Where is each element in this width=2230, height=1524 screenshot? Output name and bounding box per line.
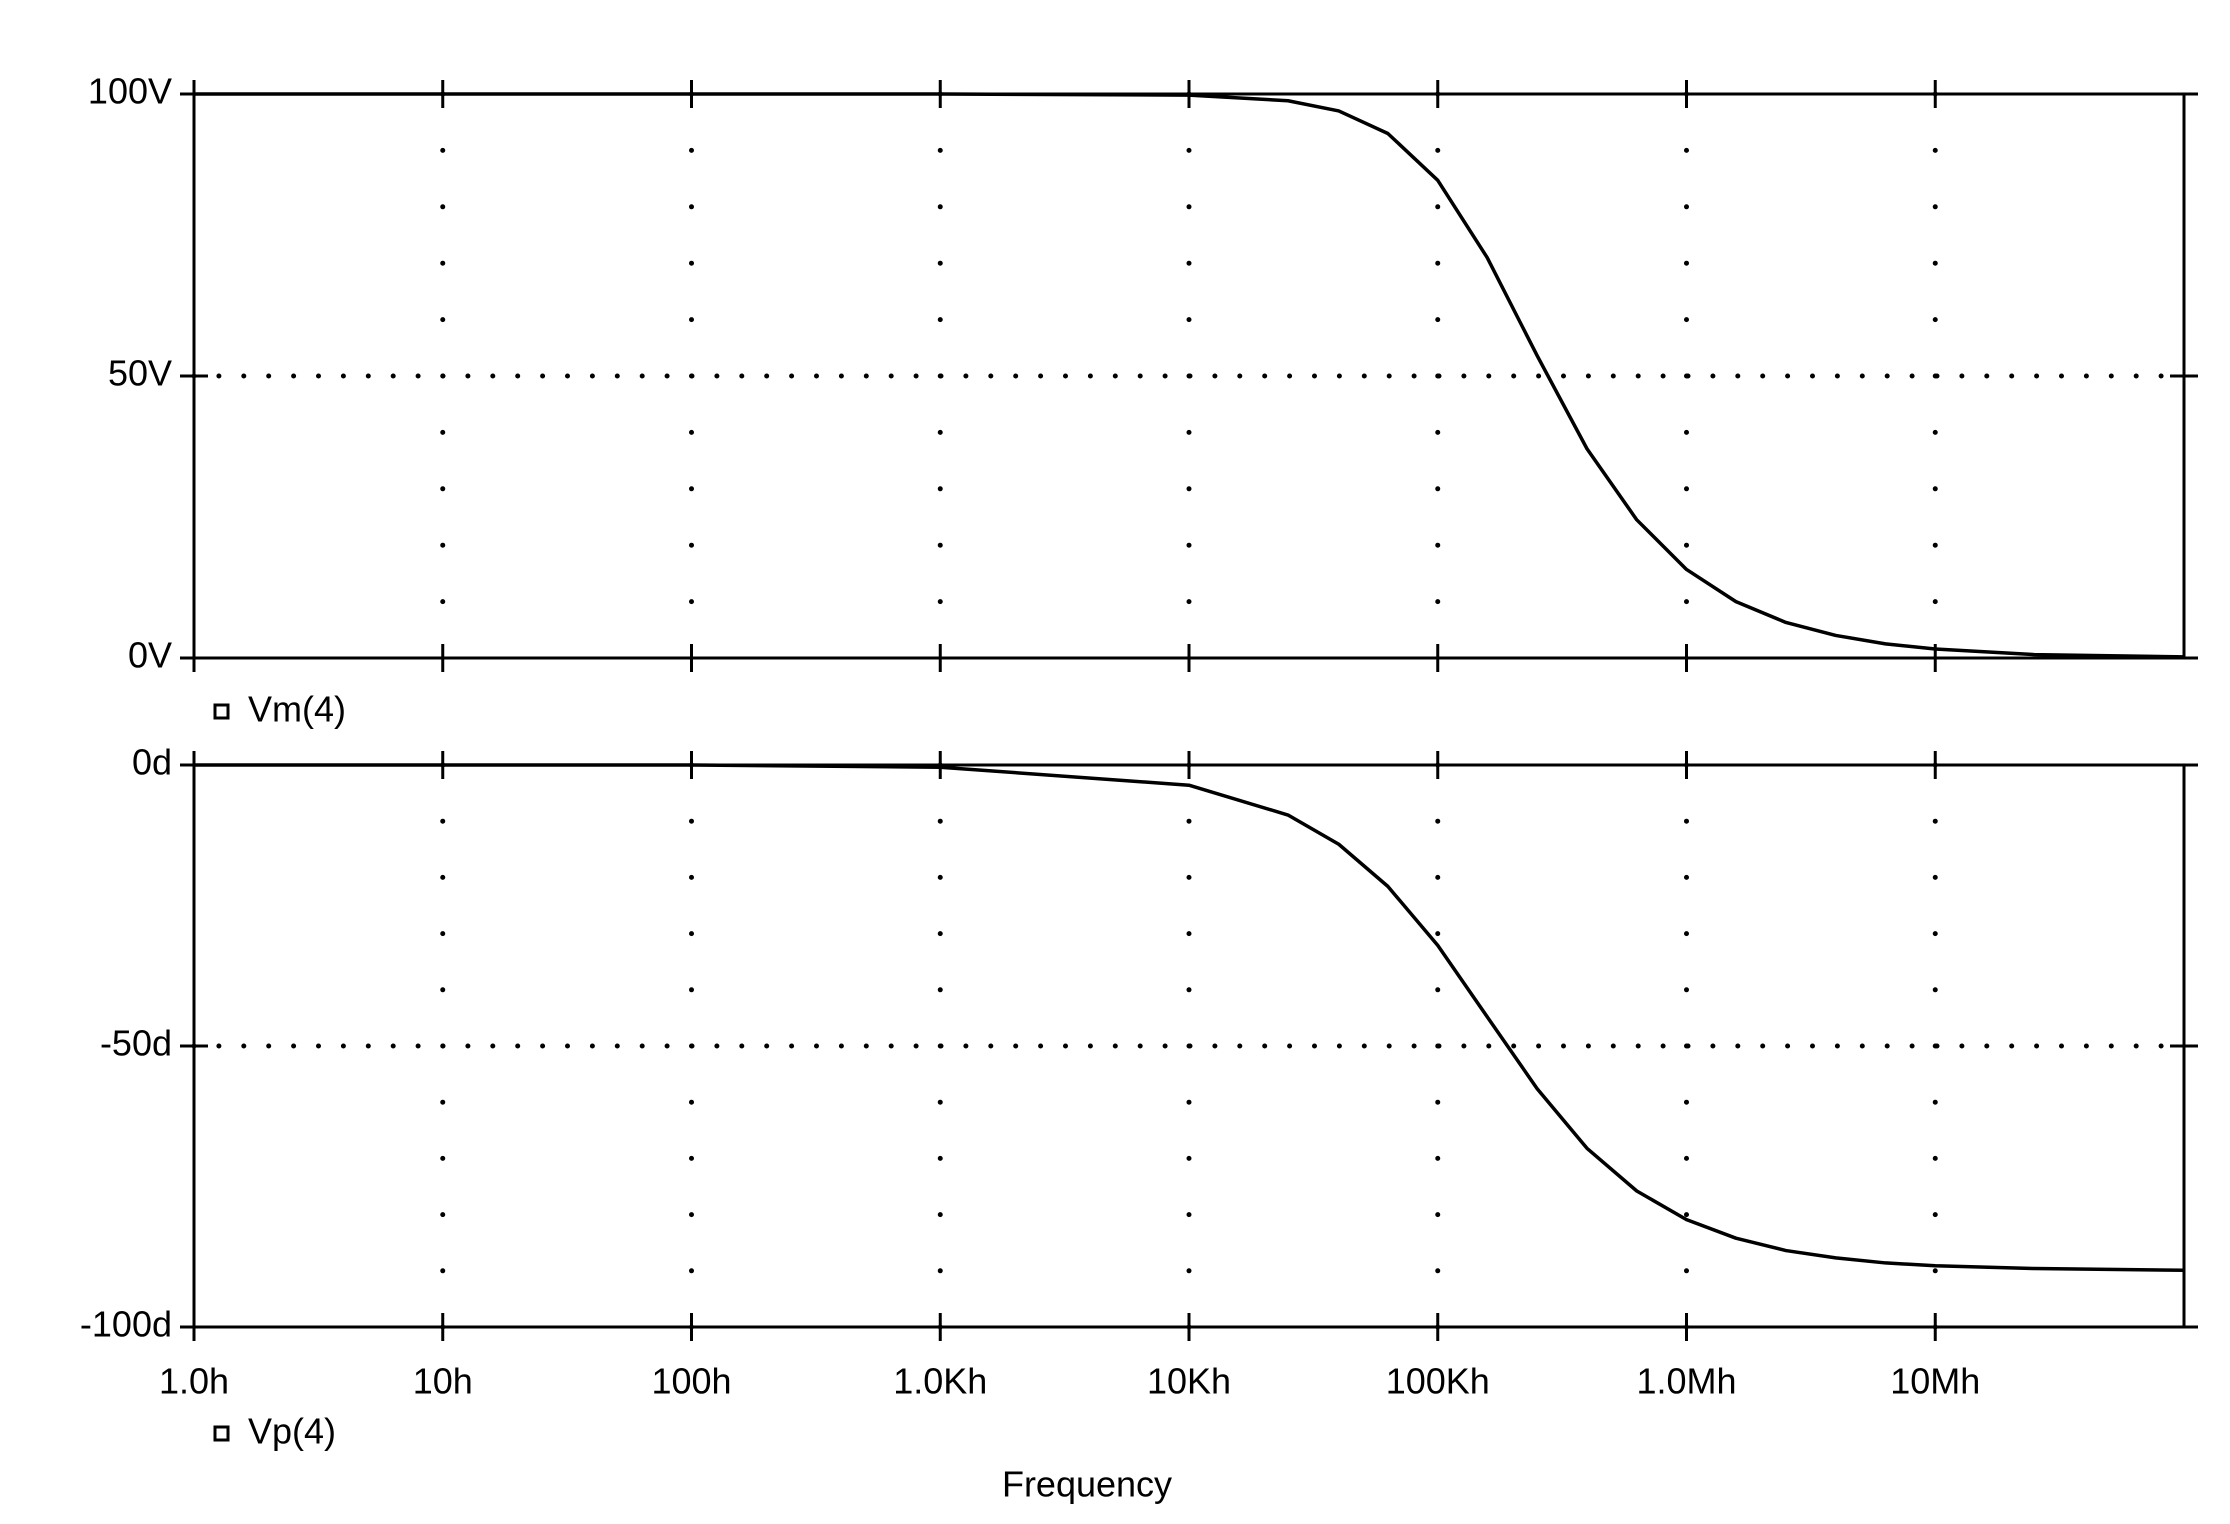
x-tick-label: 1.0h: [159, 1361, 229, 1402]
y-tick-label: 50V: [108, 353, 172, 394]
x-tick-label: 100h: [651, 1361, 731, 1402]
y-tick-label: 0d: [132, 742, 172, 783]
y-tick-label: 0V: [128, 635, 172, 676]
legend-marker: [213, 703, 230, 720]
x-axis-label: Frequency: [1002, 1464, 1172, 1505]
legend-label: Vp(4): [248, 1411, 336, 1452]
x-tick-label: 10Mh: [1890, 1361, 1980, 1402]
legend-label: Vm(4): [248, 689, 346, 730]
y-tick-label: -50d: [100, 1023, 172, 1064]
y-tick-label: 100V: [88, 71, 172, 112]
x-tick-label: 10Kh: [1147, 1361, 1231, 1402]
x-tick-label: 100Kh: [1386, 1361, 1490, 1402]
y-tick-label: -100d: [80, 1304, 172, 1345]
legend-marker: [213, 1425, 230, 1442]
plot-frame: [192, 763, 2186, 1329]
x-tick-label: 1.0Mh: [1636, 1361, 1736, 1402]
x-tick-label: 10h: [413, 1361, 473, 1402]
x-tick-label: 1.0Kh: [893, 1361, 987, 1402]
data-line: [194, 92, 2185, 659]
data-line: [194, 763, 2185, 1272]
